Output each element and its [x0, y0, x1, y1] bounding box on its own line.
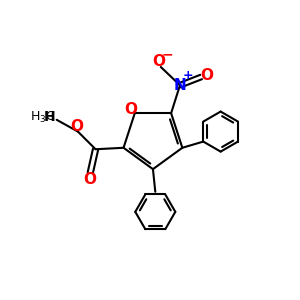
- Text: N: N: [174, 78, 186, 93]
- Text: O: O: [152, 54, 165, 69]
- Text: O: O: [70, 119, 83, 134]
- Text: O: O: [83, 172, 96, 187]
- Text: O: O: [125, 102, 138, 117]
- Text: +: +: [183, 69, 194, 82]
- Text: O: O: [200, 68, 213, 83]
- Text: H: H: [44, 110, 55, 124]
- Text: $\mathregular{H_3C}$: $\mathregular{H_3C}$: [30, 110, 55, 125]
- Text: −: −: [161, 48, 173, 62]
